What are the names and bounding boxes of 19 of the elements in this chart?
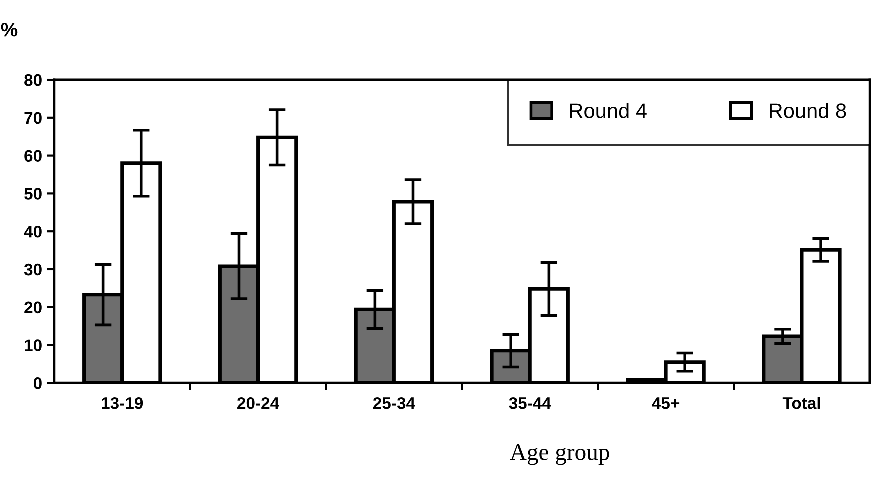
y-axis-title: %: [1, 23, 18, 37]
y-tick-label: 20: [24, 302, 42, 314]
legend-label: Round 8: [770, 103, 846, 118]
x-tick-label: Total: [782, 397, 820, 410]
legend-label: Round 4: [570, 103, 647, 118]
x-tick-label: 35-44: [509, 397, 552, 410]
x-axis-title: Age group: [510, 444, 610, 466]
x-tick-label: 25-34: [373, 397, 416, 410]
x-tick-label: 20-24: [238, 397, 280, 410]
y-tick-label: 10: [25, 340, 42, 352]
y-tick-label: 40: [24, 226, 42, 238]
y-tick-label: 60: [24, 150, 42, 162]
y-tick-label: 50: [24, 188, 42, 200]
y-tick-label: 70: [24, 112, 42, 124]
y-tick-label: 30: [24, 264, 42, 276]
x-tick-label: 13-19: [102, 397, 144, 410]
x-tick-label: 45+: [652, 398, 680, 410]
y-tick-label: 80: [24, 74, 42, 86]
y-tick-label: 0: [34, 378, 42, 390]
